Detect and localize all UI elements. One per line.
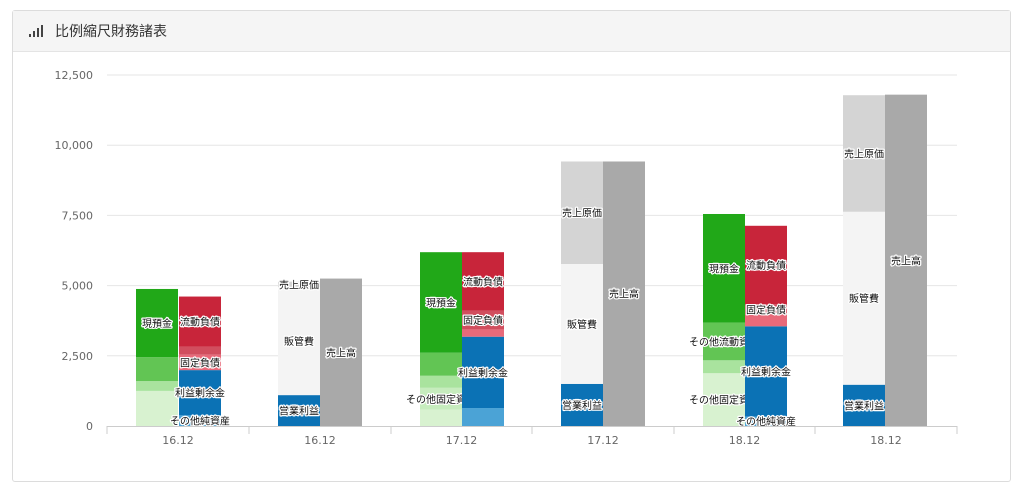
bar-segment <box>278 395 320 426</box>
bar-segment <box>320 278 362 426</box>
bar-segment <box>745 326 787 417</box>
bar-segment <box>420 375 462 388</box>
segment-label: 売上高 <box>326 346 356 359</box>
bar-segment <box>703 213 745 323</box>
segment-label: 現預金 <box>426 296 456 309</box>
bar-segment <box>420 409 462 426</box>
segment-label: 固定負債 <box>463 314 503 327</box>
bar-segment <box>561 161 603 264</box>
segment-label: その他純資産 <box>736 415 796 428</box>
bar-segment <box>843 211 885 385</box>
card-title: 比例縮尺財務諸表 <box>55 24 167 40</box>
segment-label: 営業利益 <box>562 399 602 412</box>
bar-segment <box>462 252 504 311</box>
segment-label: 流動負債 <box>746 259 786 272</box>
y-tick-label: 2,500 <box>62 350 94 363</box>
segment-label: 売上原価 <box>279 278 319 291</box>
bar-segment <box>420 252 462 353</box>
bar-segment <box>179 346 221 355</box>
bar-segment <box>420 387 462 410</box>
bar-chart-icon <box>29 25 43 37</box>
y-tick-label: 10,000 <box>55 139 94 152</box>
segment-label: 売上高 <box>609 288 639 301</box>
bar-segment <box>745 314 787 327</box>
bar-segment <box>745 225 787 305</box>
x-tick-label: 18.12 <box>870 434 902 447</box>
bar-segment <box>462 329 504 337</box>
bar-segment <box>561 383 603 426</box>
bar-segment <box>745 416 787 426</box>
x-tick-label: 17.12 <box>587 434 619 447</box>
segment-label: 現預金 <box>709 262 739 275</box>
y-tick-label: 12,500 <box>55 69 94 82</box>
segment-label: 現預金 <box>142 317 172 330</box>
bar-segment <box>703 360 745 374</box>
bar-segment <box>420 352 462 376</box>
bar-segment <box>179 415 221 426</box>
segment-label: 売上高 <box>891 254 921 267</box>
segment-label: 固定負債 <box>746 303 786 316</box>
y-tick-label: 5,000 <box>62 280 94 293</box>
bar-segment <box>179 370 221 416</box>
bar-segment <box>603 161 645 427</box>
segment-label: 売上原価 <box>844 147 884 160</box>
bar-segment <box>136 288 178 358</box>
x-tick-label: 16.12 <box>162 434 194 447</box>
segment-label: 利益剰余金 <box>741 365 791 378</box>
bar-segment <box>462 408 504 426</box>
bar-segment <box>561 263 603 384</box>
segment-label: 売上原価 <box>562 207 602 220</box>
segment-label: 利益剰余金 <box>175 387 225 400</box>
bar-segment <box>278 287 320 396</box>
bar-segment <box>179 296 221 347</box>
segment-label: 流動負債 <box>180 316 220 329</box>
card-header: 比例縮尺財務諸表 <box>13 11 1010 52</box>
segment-label: 流動負債 <box>463 275 503 288</box>
y-tick-label: 0 <box>86 420 93 433</box>
segment-label: 利益剰余金 <box>458 366 508 379</box>
bar-segment <box>278 281 320 288</box>
segment-label: その他固定資産 <box>689 394 759 407</box>
bar-segment <box>745 304 787 315</box>
bar-segment <box>462 336 504 409</box>
bar-segment <box>179 354 221 371</box>
segment-label: 営業利益 <box>279 405 319 418</box>
bar-segment <box>703 373 745 426</box>
segment-label: 販管費 <box>567 318 597 331</box>
bar-segment <box>703 322 745 361</box>
segment-label: その他流動資産 <box>689 335 759 348</box>
bar-segment <box>136 381 178 391</box>
segment-label: その他固定資産 <box>406 393 476 406</box>
x-tick-label: 18.12 <box>729 434 761 447</box>
bar-segment <box>843 95 885 212</box>
bar-segment <box>885 94 927 426</box>
segment-label: 固定負債 <box>180 356 220 369</box>
segment-label: 営業利益 <box>844 399 884 412</box>
y-tick-label: 7,500 <box>62 209 94 222</box>
segment-label: 販管費 <box>284 335 314 348</box>
bar-segment <box>462 310 504 330</box>
x-tick-label: 17.12 <box>446 434 478 447</box>
bar-segment <box>843 384 885 426</box>
bar-segment <box>136 357 178 382</box>
segment-label: その他純資産 <box>170 415 230 428</box>
segment-label: 販管費 <box>849 292 879 305</box>
x-tick-label: 16.12 <box>304 434 336 447</box>
bar-segment <box>136 390 178 426</box>
